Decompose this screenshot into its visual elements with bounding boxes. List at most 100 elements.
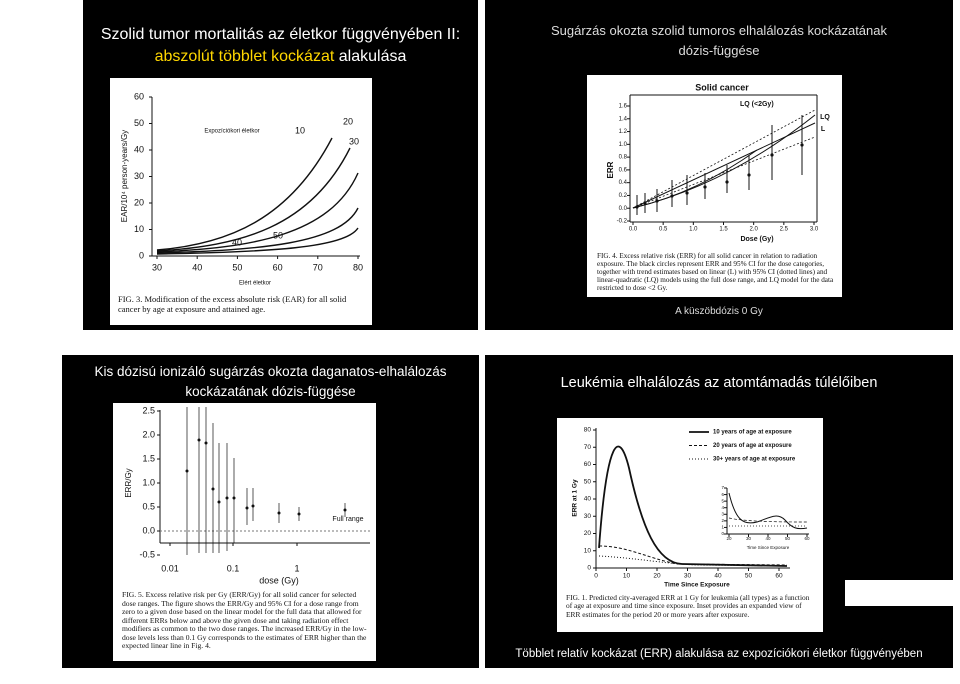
plot: Solid cancer1.61.41.21.00.80.60.40.20.0-…	[606, 82, 830, 242]
point	[703, 185, 707, 189]
x-tick-label: 1.0	[689, 227, 698, 233]
figure: 80 70 60 50 40 30 20 10 0 0 10 20 30 40 50 60 Time Since…	[557, 418, 823, 632]
y-tick-label: 50	[134, 118, 144, 128]
caption: FIG. 1. Predicted city-averaged ERR at 1…	[566, 593, 810, 619]
point	[670, 194, 674, 198]
axis-title: ERR at 1 Gy	[572, 479, 579, 517]
y-tick-label: 1	[721, 525, 724, 530]
legend-label: 20 years of age at exposure	[713, 443, 792, 449]
point	[185, 469, 189, 473]
axis-title: ERR/Gy	[124, 468, 133, 497]
y-tick-label: 2	[721, 518, 724, 523]
annotation: Full range	[332, 516, 363, 523]
y-tick-label: 0.5	[142, 501, 155, 511]
x-tick-label: 30	[152, 262, 162, 272]
y-tick-label: 60	[584, 461, 592, 468]
slide-title: kockázatának dózis-függése	[185, 384, 356, 399]
x-tick-label: 0.5	[659, 227, 668, 233]
y-tick-label: 4	[721, 505, 724, 510]
x-tick-label: 3.0	[810, 227, 819, 233]
x-tick-label: 80	[353, 262, 363, 272]
caption: FIG. 4. Excess relative risk (ERR) for a…	[597, 252, 834, 293]
y-tick-label: 0	[721, 531, 724, 536]
title-rest: alakulása	[338, 48, 407, 65]
point	[747, 173, 751, 177]
curve	[156, 137, 333, 251]
y-tick-label: 0.0	[142, 525, 155, 535]
x-tick-label: 0.1	[227, 563, 240, 573]
legend-label: 30+ years of age at exposure	[713, 457, 796, 463]
x-tick-label: 0.0	[629, 227, 638, 233]
figure: 2.5 2.0 1.5 1.0 0.5 0.0 -0.5 0.01 0.1 1 dose (Gy) E…	[113, 403, 376, 661]
axis-title: ERR	[606, 161, 615, 178]
plot: 2.5 2.0 1.5 1.0 0.5 0.0 -0.5 0.01 0.1 1 dose (Gy) E…	[124, 405, 370, 585]
point	[643, 201, 647, 205]
x-tick-label: 60	[804, 536, 810, 541]
point	[204, 441, 208, 445]
y-tick-label: 30	[134, 171, 144, 181]
legend-label: Expozíciókori életkor	[204, 129, 259, 135]
inset	[723, 486, 815, 540]
point	[211, 487, 215, 491]
point	[725, 180, 729, 184]
curve	[156, 227, 359, 255]
curve	[598, 545, 788, 566]
x-tick-label: 60	[273, 262, 283, 272]
x-tick-label: 30	[746, 536, 752, 541]
point	[245, 506, 249, 510]
slide-title: dózis-függése	[678, 43, 760, 58]
point	[770, 153, 774, 157]
y-tick-label: 10	[134, 224, 144, 234]
y-tick-label: 0.4	[619, 180, 628, 186]
y-tick-label: 0.8	[619, 155, 628, 161]
slide-title: Leukémia elhalálozás az atomtámadás túlé…	[560, 375, 878, 391]
x-tick-label: 2.5	[780, 227, 789, 233]
slide-title: abszolút többlet kockázat alakulása	[83, 48, 478, 66]
slide-title: Sugárzás okozta szolid tumoros elhaláloz…	[550, 23, 887, 38]
point	[635, 205, 639, 209]
slide-title: Szolid tumor mortalitás az életkor függv…	[100, 26, 461, 43]
curve	[156, 172, 359, 253]
y-tick-label: 0.2	[619, 193, 628, 199]
curve	[632, 136, 816, 209]
x-tick-label: 50	[232, 262, 242, 272]
y-tick-label: 2.5	[142, 405, 155, 415]
axis-title: Time Since Exposure	[664, 582, 730, 589]
y-tick-label: 7	[721, 485, 724, 490]
curve-label: 30	[349, 136, 359, 146]
axis-title: Time Since Exposure	[747, 545, 790, 550]
y-tick-label: 60	[134, 91, 144, 101]
point	[655, 199, 659, 203]
point	[685, 191, 689, 195]
x-tick-label: 1.5	[719, 227, 728, 233]
x-tick-label: 70	[313, 262, 323, 272]
x-tick-label: 1	[294, 563, 299, 573]
x-tick-label: 20	[726, 536, 732, 541]
y-tick-label: 0	[587, 565, 591, 572]
point	[251, 504, 255, 508]
y-tick-label: 20	[134, 197, 144, 207]
y-tick-label: 1.4	[619, 116, 628, 122]
thumbnail	[845, 580, 953, 606]
plot: 60 50 40 30 20 10 0 30 40 50 60 70 80 EAR/10⁴ person-…	[120, 91, 363, 286]
y-tick-label: 2.0	[142, 429, 155, 439]
curve	[632, 109, 816, 209]
x-tick-label: 0	[594, 573, 598, 580]
axis-title: dose (Gy)	[259, 575, 299, 585]
curve	[728, 492, 808, 530]
curve-label: 20	[343, 116, 353, 126]
caption: FIG. 5. Excess relative risk per Gy (ERR…	[122, 590, 367, 650]
x-tick-label: 20	[653, 573, 661, 580]
highlight: abszolút többlet kockázat	[154, 48, 335, 65]
axis-title: EAR/10⁴ person-years/Gy	[120, 130, 129, 222]
y-tick-label: 1.0	[142, 477, 155, 487]
curve-label: LQ	[820, 114, 830, 121]
y-tick-label: 30	[584, 513, 592, 520]
figure: Solid cancer 1.6 1.4 1.2 1.0 0.8 0.6 0.4 0.2 0.0-…	[587, 75, 842, 297]
point	[800, 143, 804, 147]
y-tick-label: 20	[584, 530, 592, 537]
curve-label: L	[821, 126, 826, 133]
y-tick-label: -0.5	[139, 549, 155, 559]
